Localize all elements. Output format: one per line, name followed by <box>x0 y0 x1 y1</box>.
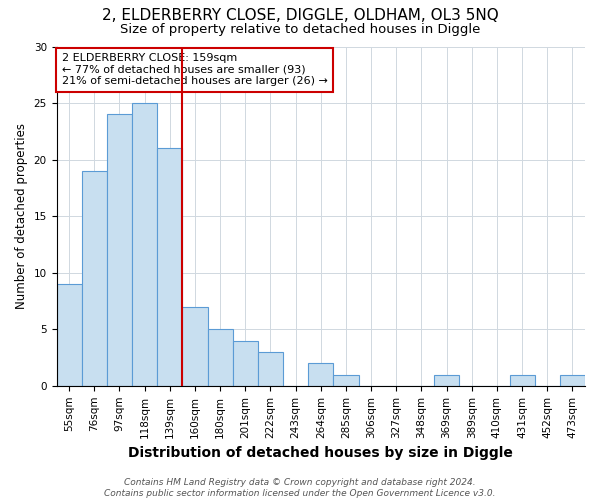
Text: Contains HM Land Registry data © Crown copyright and database right 2024.
Contai: Contains HM Land Registry data © Crown c… <box>104 478 496 498</box>
Text: 2 ELDERBERRY CLOSE: 159sqm
← 77% of detached houses are smaller (93)
21% of semi: 2 ELDERBERRY CLOSE: 159sqm ← 77% of deta… <box>62 54 328 86</box>
Bar <box>560 374 585 386</box>
Y-axis label: Number of detached properties: Number of detached properties <box>15 123 28 309</box>
X-axis label: Distribution of detached houses by size in Diggle: Distribution of detached houses by size … <box>128 446 513 460</box>
Text: 2, ELDERBERRY CLOSE, DIGGLE, OLDHAM, OL3 5NQ: 2, ELDERBERRY CLOSE, DIGGLE, OLDHAM, OL3… <box>101 8 499 22</box>
Bar <box>157 148 182 386</box>
Bar <box>258 352 283 386</box>
Bar <box>308 363 334 386</box>
Bar <box>132 103 157 386</box>
Bar <box>182 306 208 386</box>
Text: Size of property relative to detached houses in Diggle: Size of property relative to detached ho… <box>120 22 480 36</box>
Bar <box>334 374 359 386</box>
Bar <box>56 284 82 386</box>
Bar <box>82 171 107 386</box>
Bar <box>233 340 258 386</box>
Bar <box>509 374 535 386</box>
Bar <box>208 330 233 386</box>
Bar <box>107 114 132 386</box>
Bar <box>434 374 459 386</box>
